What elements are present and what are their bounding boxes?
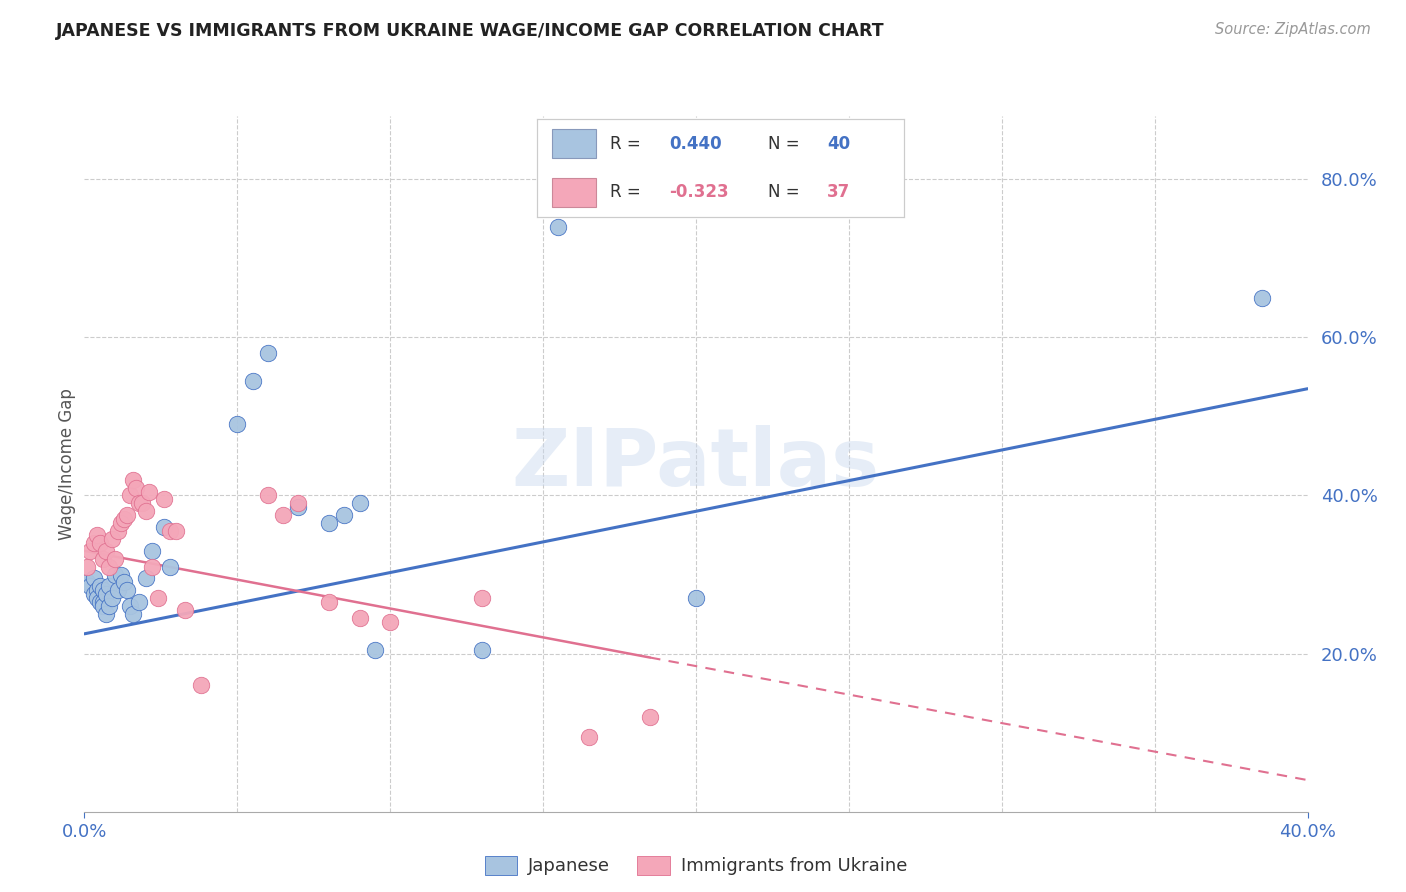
Point (94, 543, 117, 558)
Point (135, 572, 157, 586)
Point (271, 508, 294, 523)
Point (120, 599, 142, 614)
Point (79, 579, 101, 593)
Point (153, 520, 176, 534)
Point (115, 508, 138, 523)
Point (128, 496, 150, 510)
Point (190, 678, 212, 692)
Point (146, 591, 169, 606)
Point (141, 543, 163, 558)
Point (97, 579, 120, 593)
Point (547, 219, 569, 234)
Point (97, 559, 120, 574)
Point (257, 488, 280, 502)
Point (125, 481, 148, 495)
Point (89, 595, 111, 609)
Point (91, 551, 114, 566)
Point (110, 567, 132, 582)
Point (318, 595, 340, 609)
Legend: Japanese, Immigrants from Ukraine: Japanese, Immigrants from Ukraine (478, 849, 914, 883)
Point (115, 583, 138, 598)
Point (97, 599, 120, 614)
Point (131, 496, 153, 510)
Point (89, 536, 111, 550)
Point (86, 528, 108, 542)
Point (76, 575, 98, 590)
Point (86, 583, 108, 598)
Point (112, 512, 135, 526)
Point (138, 484, 160, 499)
Point (86, 591, 108, 606)
Point (364, 642, 387, 657)
Text: Source: ZipAtlas.com: Source: ZipAtlas.com (1215, 22, 1371, 37)
Point (101, 532, 124, 546)
Point (101, 591, 124, 606)
Point (76, 559, 98, 574)
Text: JAPANESE VS IMMIGRANTS FROM UKRAINE WAGE/INCOME GAP CORRELATION CHART: JAPANESE VS IMMIGRANTS FROM UKRAINE WAGE… (56, 22, 884, 40)
Y-axis label: Wage/Income Gap: Wage/Income Gap (58, 388, 76, 540)
Point (242, 374, 264, 388)
Point (333, 508, 356, 523)
Point (94, 607, 117, 621)
Point (91, 583, 114, 598)
Point (578, 730, 600, 744)
Point (107, 583, 129, 598)
Point (471, 642, 494, 657)
Point (141, 559, 163, 574)
Point (226, 417, 249, 432)
Point (135, 504, 157, 518)
Point (112, 575, 135, 590)
Point (128, 595, 150, 609)
Point (120, 488, 142, 502)
Point (83, 536, 105, 550)
Point (83, 572, 105, 586)
Point (257, 346, 280, 360)
Point (159, 559, 181, 574)
Point (685, 591, 707, 606)
Point (107, 524, 129, 538)
Point (159, 524, 181, 538)
Point (91, 599, 114, 614)
Point (122, 473, 145, 487)
Point (349, 611, 371, 625)
Point (122, 607, 145, 621)
Point (94, 587, 117, 601)
Point (349, 496, 371, 510)
Point (79, 543, 101, 558)
Point (318, 516, 340, 530)
Point (89, 579, 111, 593)
Point (91, 595, 114, 609)
Point (110, 516, 132, 530)
Point (153, 492, 176, 507)
Point (174, 603, 197, 617)
Point (104, 567, 127, 582)
Point (104, 551, 127, 566)
Point (1250, 291, 1272, 305)
Point (287, 500, 309, 515)
Text: ZIPatlas: ZIPatlas (512, 425, 880, 503)
Point (287, 496, 309, 510)
Point (165, 524, 187, 538)
Point (380, 615, 402, 629)
Point (638, 710, 661, 724)
Point (83, 587, 105, 601)
Point (471, 591, 494, 606)
